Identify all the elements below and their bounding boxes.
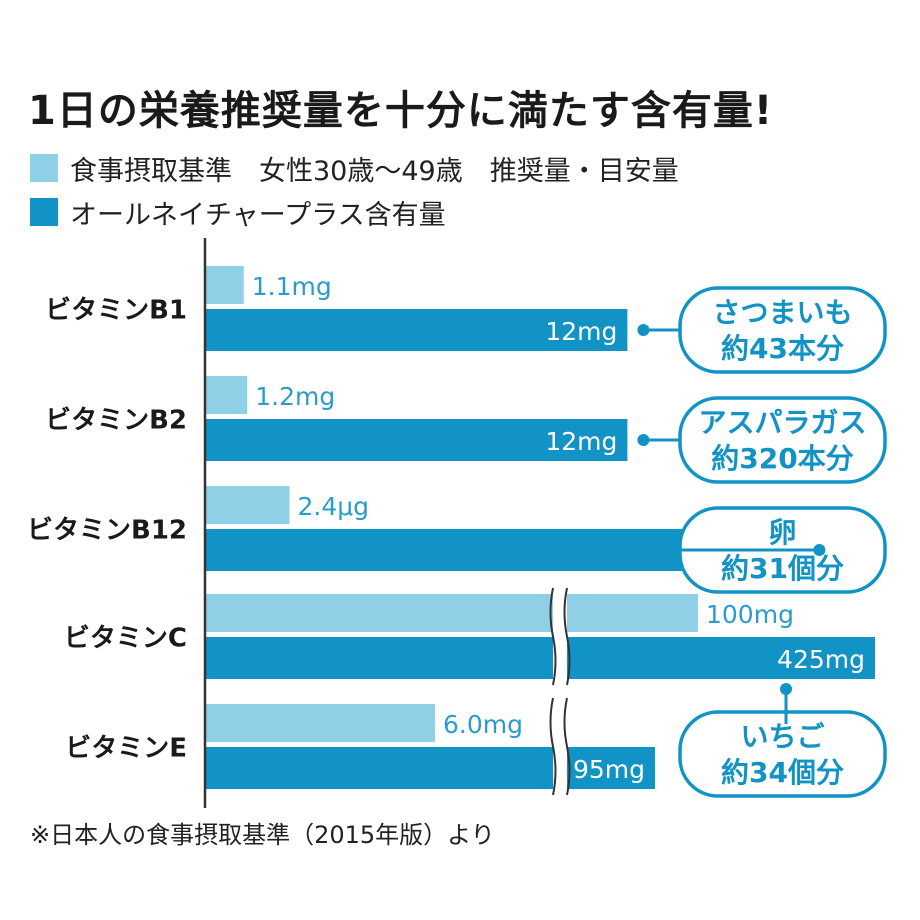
- bar-content-cat-3: [205, 637, 875, 679]
- callout-3-line2: 約34個分: [721, 756, 844, 789]
- category-label-cat-1: ビタミンB2: [45, 406, 187, 436]
- category-label-cat-3: ビタミンC: [64, 624, 187, 654]
- bar-recommended-cat-0: [205, 266, 244, 304]
- footnote: ※日本人の食事摂取基準（2015年版）より: [30, 821, 495, 849]
- category-label-cat-4: ビタミンE: [65, 734, 187, 764]
- callout-1-line1: アスパラガス: [698, 406, 866, 439]
- category-label-cat-0: ビタミンB1: [45, 296, 187, 326]
- bar-recommended-cat-4: [205, 704, 435, 742]
- category-label-cat-2: ビタミンB12: [27, 516, 187, 546]
- axis-break-mark-cat-4-0: [549, 697, 557, 796]
- bar-recommended-cat-1: [205, 376, 248, 414]
- value-label-recommended-cat-1: 1.2mg: [255, 382, 335, 411]
- legend-item-recommended: 食事摂取基準 女性30歳〜49歳 推奨量・目安量: [30, 152, 679, 187]
- value-label-recommended-cat-2: 2.4μg: [297, 492, 369, 521]
- bar-recommended-cat-2: [205, 486, 290, 524]
- bar-content-cat-0: [205, 309, 628, 351]
- axis-break-mark-cat-4-1: [563, 697, 571, 796]
- bar-content-cat-1: [205, 419, 628, 461]
- callout-3-box: [678, 710, 887, 798]
- bar-recommended-cat-3: [205, 594, 698, 632]
- value-label-content-cat-1: 12mg: [545, 427, 617, 456]
- value-label-content-cat-0: 12mg: [545, 317, 617, 346]
- legend-label-content: オールネイチャープラス含有量: [70, 199, 446, 231]
- bar-content-cat-4: [205, 747, 655, 789]
- callout-0-line1: さつまいも: [712, 296, 852, 329]
- callout-3-line1: いちご: [740, 720, 824, 753]
- value-label-content-cat-4: 95mg: [573, 755, 645, 784]
- value-label-recommended-cat-3: 100mg: [706, 600, 794, 629]
- callout-1-line2: 約320本分: [711, 442, 853, 475]
- value-label-recommended-cat-0: 1.1mg: [252, 272, 332, 301]
- legend-swatch-content: [30, 198, 58, 226]
- axis-break-mark-cat-3-1: [563, 587, 571, 686]
- legend-item-content: オールネイチャープラス含有量: [30, 196, 446, 231]
- legend-swatch-recommended: [30, 154, 58, 182]
- legend-label-recommended: 食事摂取基準 女性30歳〜49歳 推奨量・目安量: [70, 155, 679, 187]
- callout-0-line2: 約43本分: [721, 332, 844, 365]
- value-label-content-cat-3: 425mg: [777, 645, 865, 674]
- callout-2-line1: 卵: [768, 516, 796, 549]
- value-label-recommended-cat-4: 6.0mg: [443, 710, 523, 739]
- chart-title: 1日の栄養推奨量を十分に満たす含有量!: [28, 88, 774, 134]
- axis-break-mark-cat-3-0: [549, 587, 557, 686]
- callout-2-line2: 約31個分: [721, 552, 844, 585]
